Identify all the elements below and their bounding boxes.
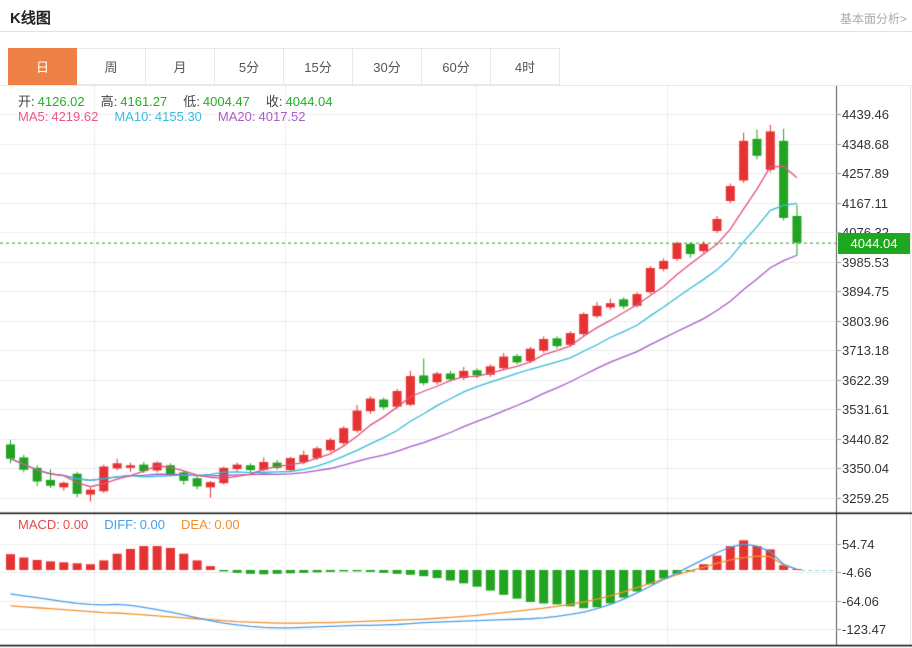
y-tick-label: 4439.46	[842, 107, 889, 122]
legend-item: MACD: 0.00	[18, 517, 89, 532]
y-tick-label: -4.66	[842, 565, 872, 581]
y-tick-label: 3531.61	[842, 402, 889, 418]
y-tick-label: 3622.39	[842, 372, 889, 388]
macd-legend: MACD: 0.00 DIFF: 0.00 DEA: 0.00	[18, 517, 256, 532]
y-tick-label: 54.74	[842, 536, 875, 552]
y-tick-label: 4348.68	[842, 136, 889, 152]
fundamental-analysis-link[interactable]: 基本面分析>	[839, 12, 907, 26]
legend-item: MA10: 4155.30	[114, 109, 202, 124]
tab-5min[interactable]: 5分	[215, 48, 284, 85]
tab-30min[interactable]: 30分	[353, 48, 422, 85]
y-tick-label: 3985.53	[842, 254, 889, 270]
legend-item: 高: 4161.27	[100, 94, 168, 109]
tab-daily[interactable]: 日	[8, 48, 77, 85]
current-price-badge: 4044.04	[838, 232, 910, 254]
y-tick-label: 3713.18	[842, 343, 889, 359]
y-tick-label: -123.47	[842, 622, 887, 637]
legend-item: 低: 4004.47	[183, 94, 250, 109]
ma-legend: MA5: 4219.62 MA10: 4155.30 MA20: 4017.52	[18, 109, 322, 124]
tab-15min[interactable]: 15分	[284, 48, 353, 85]
y-tick-label: -64.06	[842, 593, 879, 609]
tab-monthly[interactable]: 月	[146, 48, 215, 85]
legend-item: DEA: 0.00	[181, 517, 240, 532]
y-tick-label: 3440.82	[842, 431, 889, 447]
legend-item: MA5: 4219.62	[18, 109, 99, 124]
tab-weekly[interactable]: 周	[77, 48, 146, 85]
legend-item: DIFF: 0.00	[104, 517, 166, 532]
page-title: K线图	[10, 10, 51, 27]
page-header: K线图 基本面分析>	[0, 0, 912, 32]
tab-4hour[interactable]: 4时	[491, 48, 560, 85]
legend-item: 开: 4126.02	[18, 94, 85, 109]
chart-area: 开: 4126.02 高: 4161.27 低: 4004.47 收: 4044.04 MA5…	[0, 86, 912, 648]
y-tick-label: 4257.89	[842, 166, 889, 182]
ohlc-legend: 开: 4126.02 高: 4161.27 低: 4004.47 收: 4044.04	[18, 91, 349, 110]
legend-item: 收: 4044.04	[265, 94, 333, 109]
tab-60min[interactable]: 60分	[422, 48, 491, 85]
period-tabbar: 日周月 5分 15分 30分 60分 4时	[0, 48, 912, 86]
kline-chart-canvas[interactable]	[0, 86, 912, 648]
y-tick-label: 4167.11	[842, 195, 889, 211]
legend-item: MA20: 4017.52	[217, 109, 306, 124]
y-tick-label: 3894.75	[842, 284, 889, 300]
y-tick-label: 3350.04	[842, 461, 889, 477]
y-tick-label: 3259.25	[842, 491, 889, 507]
y-tick-label: 3803.96	[842, 313, 889, 329]
